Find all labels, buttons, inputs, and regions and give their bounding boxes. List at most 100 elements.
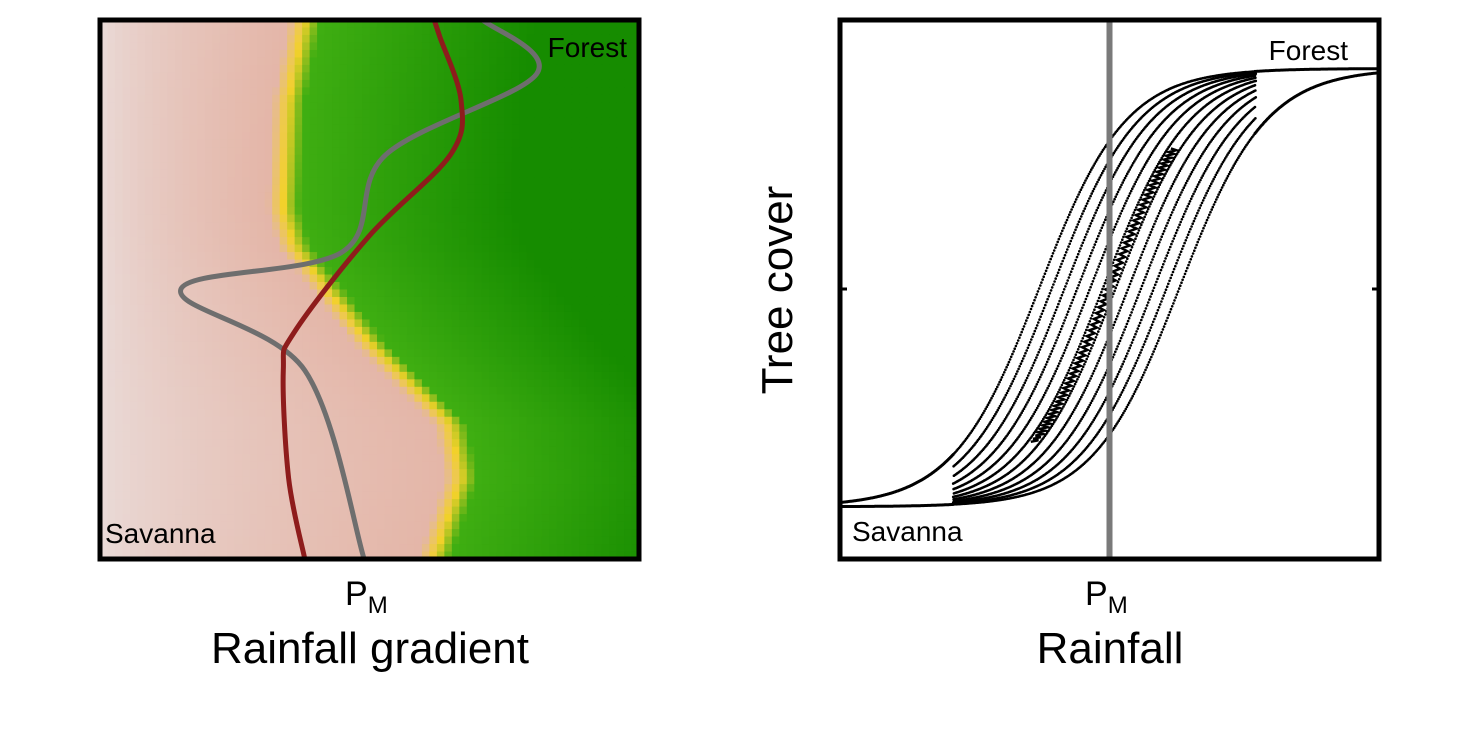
heatmap-cell (257, 200, 265, 208)
heatmap-cell (122, 364, 130, 372)
heatmap-cell (347, 454, 355, 462)
heatmap-cell (512, 237, 520, 245)
heatmap-cell (549, 162, 557, 170)
heatmap-cell (190, 260, 198, 268)
heatmap-cell (242, 282, 250, 290)
heatmap-cell (579, 492, 587, 500)
heatmap-cell (287, 102, 295, 110)
heatmap-cell (497, 394, 505, 402)
heatmap-cell (242, 87, 250, 95)
heatmap-cell (587, 522, 595, 530)
heatmap-cell (444, 192, 452, 200)
heatmap-cell (205, 477, 213, 485)
heatmap-cell (549, 282, 557, 290)
heatmap-cell (355, 117, 363, 125)
heatmap-cell (474, 364, 482, 372)
heatmap-cell (527, 529, 535, 537)
heatmap-cell (444, 409, 452, 417)
heatmap-cell (295, 35, 303, 43)
heatmap-cell (182, 469, 190, 477)
heatmap-cell (594, 155, 602, 163)
heatmap-cell (482, 260, 490, 268)
heatmap-cell (205, 222, 213, 230)
heatmap-cell (624, 364, 632, 372)
heatmap-cell (467, 477, 475, 485)
heatmap-cell (444, 185, 452, 193)
heatmap-cell (399, 492, 407, 500)
heatmap-cell (160, 125, 168, 133)
heatmap-cell (407, 42, 415, 50)
heatmap-cell (557, 102, 565, 110)
heatmap-cell (302, 50, 310, 58)
heatmap-cell (272, 177, 280, 185)
heatmap-cell (422, 230, 430, 238)
heatmap-cell (399, 522, 407, 530)
heatmap-cell (152, 454, 160, 462)
heatmap-cell (242, 312, 250, 320)
heatmap-cell (549, 102, 557, 110)
heatmap-cell (519, 379, 527, 387)
heatmap-cell (145, 297, 153, 305)
heatmap-cell (459, 379, 467, 387)
heatmap-cell (257, 297, 265, 305)
heatmap-cell (272, 304, 280, 312)
heatmap-cell (197, 454, 205, 462)
heatmap-cell (242, 469, 250, 477)
heatmap-cell (377, 349, 385, 357)
heatmap-cell (534, 215, 542, 223)
heatmap-cell (355, 297, 363, 305)
heatmap-cell (399, 72, 407, 80)
heatmap-cell (212, 140, 220, 148)
heatmap-cell (257, 230, 265, 238)
heatmap-cell (355, 334, 363, 342)
heatmap-cell (459, 162, 467, 170)
heatmap-cell (399, 342, 407, 350)
heatmap-cell (272, 454, 280, 462)
heatmap-cell (220, 80, 228, 88)
heatmap-cell (115, 155, 123, 163)
heatmap-cell (399, 424, 407, 432)
heatmap-cell (257, 424, 265, 432)
heatmap-cell (557, 507, 565, 515)
heatmap-cell (265, 42, 273, 50)
heatmap-cell (587, 304, 595, 312)
heatmap-cell (452, 439, 460, 447)
heatmap-cell (474, 297, 482, 305)
heatmap-cell (534, 342, 542, 350)
heatmap-cell (489, 484, 497, 492)
heatmap-cell (137, 492, 145, 500)
heatmap-cell (152, 65, 160, 73)
heatmap-cell (467, 312, 475, 320)
heatmap-cell (579, 372, 587, 380)
heatmap-cell (534, 327, 542, 335)
heatmap-cell (452, 372, 460, 380)
heatmap-cell (497, 80, 505, 88)
heatmap-cell (242, 95, 250, 103)
heatmap-cell (265, 297, 273, 305)
heatmap-cell (310, 102, 318, 110)
heatmap-cell (250, 537, 258, 545)
heatmap-cell (137, 117, 145, 125)
heatmap-cell (355, 65, 363, 73)
heatmap-cell (265, 207, 273, 215)
heatmap-cell (459, 237, 467, 245)
heatmap-cell (152, 364, 160, 372)
heatmap-cell (190, 170, 198, 178)
heatmap-cell (414, 95, 422, 103)
heatmap-cell (609, 417, 617, 425)
heatmap-cell (399, 267, 407, 275)
heatmap-cell (459, 327, 467, 335)
heatmap-cell (212, 230, 220, 238)
heatmap-cell (347, 334, 355, 342)
heatmap-cell (287, 282, 295, 290)
heatmap-cell (429, 409, 437, 417)
heatmap-cell (407, 282, 415, 290)
heatmap-cell (384, 200, 392, 208)
heatmap-cell (602, 110, 610, 118)
heatmap-cell (332, 304, 340, 312)
heatmap-cell (272, 147, 280, 155)
heatmap-cell (377, 140, 385, 148)
heatmap-cell (609, 290, 617, 298)
heatmap-cell (302, 297, 310, 305)
heatmap-cell (482, 514, 490, 522)
